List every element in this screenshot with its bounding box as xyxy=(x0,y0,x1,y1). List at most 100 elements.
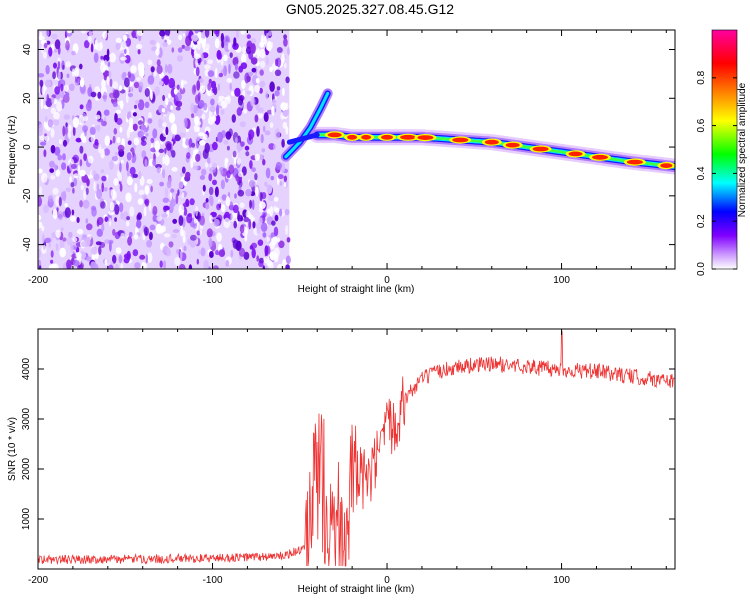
noise-speckle xyxy=(64,84,69,92)
noise-speckle xyxy=(259,201,266,209)
noise-speckle xyxy=(273,196,279,202)
noise-speckle xyxy=(51,232,56,239)
noise-speckle xyxy=(41,172,48,183)
noise-speckle xyxy=(38,248,41,259)
noise-speckle xyxy=(117,101,124,106)
noise-speckle xyxy=(191,113,195,118)
noise-speckle xyxy=(43,120,49,129)
noise-speckle xyxy=(84,40,90,49)
noise-speckle xyxy=(146,240,153,248)
noise-speckle xyxy=(269,206,274,217)
noise-speckle xyxy=(57,71,62,80)
noise-speckle xyxy=(208,266,211,269)
noise-speckle xyxy=(196,40,202,45)
noise-speckle xyxy=(50,128,55,138)
noise-speckle xyxy=(112,135,116,144)
noise-speckle xyxy=(271,236,277,246)
noise-speckle xyxy=(129,166,136,176)
noise-speckle xyxy=(164,154,170,166)
snr-y-tick-label: 2000 xyxy=(21,457,32,480)
noise-speckle xyxy=(165,126,169,136)
noise-speckle xyxy=(44,237,51,244)
noise-speckle xyxy=(205,197,209,204)
spectrogram-x-label: Height of straight line (km) xyxy=(298,284,415,295)
noise-speckle xyxy=(204,126,211,133)
noise-speckle xyxy=(268,30,272,37)
noise-speckle xyxy=(282,121,288,129)
noise-speckle xyxy=(85,218,89,224)
noise-speckle xyxy=(171,234,177,239)
noise-speckle xyxy=(145,254,148,264)
noise-speckle xyxy=(226,170,231,179)
noise-speckle xyxy=(120,211,124,220)
noise-speckle xyxy=(170,188,175,193)
noise-speckle xyxy=(265,90,269,100)
noise-speckle xyxy=(158,148,165,153)
noise-speckle xyxy=(217,83,221,91)
noise-speckle xyxy=(100,169,105,174)
noise-speckle xyxy=(72,187,75,194)
noise-speckle xyxy=(39,135,46,141)
noise-speckle xyxy=(191,84,197,95)
noise-speckle xyxy=(55,170,60,177)
noise-speckle xyxy=(170,105,174,111)
noise-speckle xyxy=(48,47,53,57)
noise-speckle xyxy=(75,74,78,83)
snr-x-tick-label: -100 xyxy=(203,575,223,586)
noise-speckle xyxy=(72,68,75,77)
noise-speckle xyxy=(133,137,140,146)
noise-speckle xyxy=(201,113,206,120)
snr-ticks: -200 -100 0 100 1000 2000 3000 4000 xyxy=(21,329,675,586)
noise-speckle xyxy=(53,62,57,69)
noise-speckle xyxy=(109,160,114,170)
noise-speckle xyxy=(69,176,72,183)
noise-speckle xyxy=(82,199,90,209)
noise-speckle xyxy=(212,141,218,151)
noise-speckle xyxy=(148,202,152,212)
noise-speckle xyxy=(68,124,72,133)
noise-speckle xyxy=(133,234,139,240)
noise-speckle xyxy=(93,52,99,63)
ridge-hotspot xyxy=(347,134,358,140)
branch-cyan xyxy=(284,91,330,159)
noise-speckle xyxy=(258,217,263,226)
noise-speckle xyxy=(256,226,260,235)
noise-speckle xyxy=(127,140,132,145)
noise-speckle xyxy=(209,166,217,174)
noise-speckle xyxy=(179,87,186,95)
noise-speckle xyxy=(115,37,122,44)
noise-speckle xyxy=(73,123,78,128)
noise-speckle xyxy=(150,137,155,143)
noise-speckle xyxy=(234,63,238,71)
noise-speckle xyxy=(147,252,153,263)
noise-speckle xyxy=(271,99,277,104)
noise-speckle xyxy=(259,69,264,76)
noise-speckle xyxy=(223,65,228,77)
noise-speckle xyxy=(258,260,264,268)
noise-speckle xyxy=(183,245,187,252)
noise-speckle xyxy=(113,128,118,135)
noise-speckle xyxy=(265,57,269,66)
noise-speckle xyxy=(200,247,206,257)
noise-speckle xyxy=(47,195,54,203)
noise-speckle xyxy=(61,227,64,232)
noise-speckle xyxy=(233,157,237,165)
noise-speckle xyxy=(40,141,47,146)
noise-speckle xyxy=(158,118,163,129)
noise-speckle xyxy=(55,195,60,207)
noise-speckle xyxy=(260,60,266,68)
noise-speckle xyxy=(132,173,138,178)
noise-speckle xyxy=(49,160,55,168)
noise-speckle xyxy=(164,187,169,198)
noise-speckle xyxy=(196,136,200,142)
noise-speckle xyxy=(259,154,264,161)
noise-speckle xyxy=(204,30,210,38)
noise-speckle xyxy=(141,150,147,159)
noise-speckle xyxy=(58,79,66,87)
noise-speckle xyxy=(281,138,285,148)
noise-speckle xyxy=(79,145,84,154)
noise-speckle xyxy=(45,65,50,75)
noise-speckle xyxy=(112,254,117,264)
noise-speckle xyxy=(218,72,223,78)
noise-speckle xyxy=(164,147,167,154)
